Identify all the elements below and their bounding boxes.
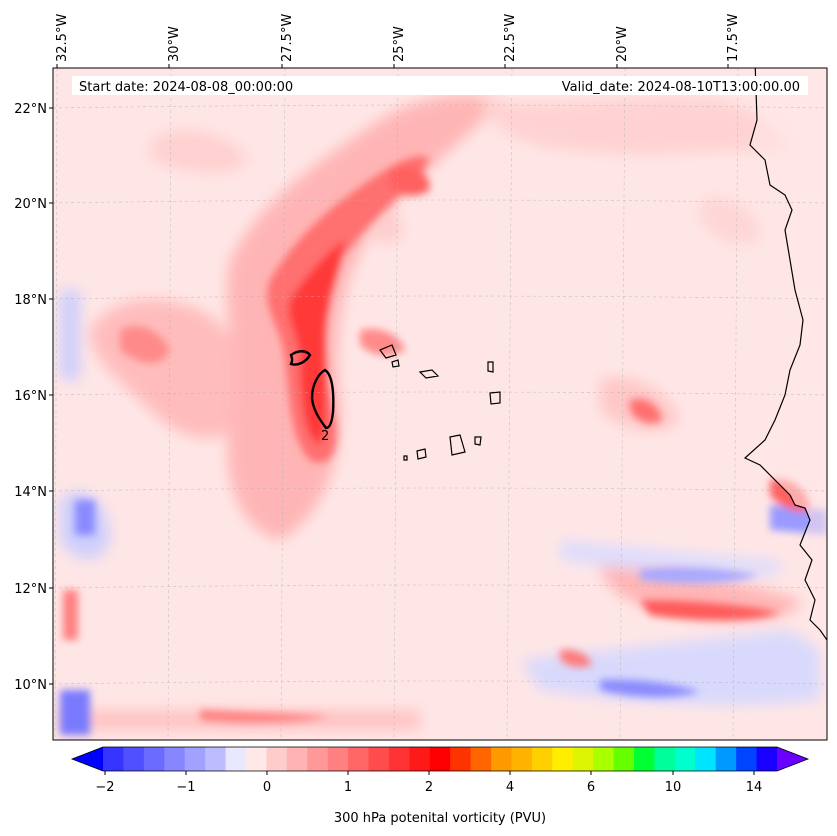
colorbar	[70, 746, 810, 772]
x-tick-label: 17.5°W	[726, 14, 741, 62]
contour-label: 2	[321, 429, 329, 444]
colorbar-segment	[184, 747, 206, 771]
colorbar-segment	[613, 747, 635, 771]
colorbar-segment	[695, 747, 717, 771]
colorbar-segment	[368, 747, 390, 771]
colorbar-segment	[164, 747, 186, 771]
colorbar-segment	[654, 747, 676, 771]
x-tick-label: 27.5°W	[280, 14, 295, 62]
y-tick-labels: 22°N 20°N 18°N 16°N 14°N 12°N 10°N	[14, 102, 53, 693]
colorbar-segment	[491, 747, 513, 771]
colorbar-segment	[205, 747, 227, 771]
colorbar-segment	[286, 747, 308, 771]
start-date-label: Start date: 2024-08-08_00:00:00	[79, 80, 293, 95]
colorbar-segment	[511, 747, 533, 771]
colorbar-segment	[715, 747, 737, 771]
colorbar-segment	[327, 747, 349, 771]
colorbar-segment	[674, 747, 696, 771]
colorbar-segment	[245, 747, 267, 771]
colorbar-segment	[572, 747, 594, 771]
pv-field	[53, 68, 827, 740]
y-tick-label: 22°N	[14, 102, 47, 117]
x-tick-labels: 32.5°W 30°W 27.5°W 25°W 22.5°W 20°W 17.5°W	[55, 14, 741, 68]
x-tick-label: 30°W	[167, 26, 182, 62]
colorbar-segment	[736, 747, 758, 771]
x-tick-label: 22.5°W	[503, 14, 518, 62]
colorbar-tick-label: 6	[587, 780, 595, 795]
colorbar-tick-label: 2	[425, 780, 433, 795]
colorbar-outline	[70, 746, 810, 772]
y-tick-label: 20°N	[14, 197, 47, 212]
coastlines	[379, 68, 827, 641]
africa-coastline	[743, 68, 827, 641]
colorbar-tick-label: 10	[665, 780, 682, 795]
x-tick-label: 20°W	[615, 26, 630, 62]
y-tick-label: 16°N	[14, 389, 47, 404]
colorbar-segment	[756, 747, 778, 771]
y-tick-label: 10°N	[14, 678, 47, 693]
colorbar-tick-labels: −2 −1 0 1 2 4 6 10 14	[95, 771, 762, 795]
colorbar-segment	[388, 747, 410, 771]
colorbar-segment	[348, 747, 370, 771]
colorbar-tick-label: 1	[344, 780, 352, 795]
map-frame	[52, 67, 828, 741]
y-tick-label: 14°N	[14, 485, 47, 500]
colorbar-segment	[225, 747, 247, 771]
colorbar-segment	[103, 747, 125, 771]
colorbar-segment	[593, 747, 615, 771]
x-tick-label: 25°W	[392, 26, 407, 62]
colorbar-min-extend	[72, 747, 103, 771]
x-tick-label: 32.5°W	[55, 14, 70, 62]
contour-2pvu-south	[310, 368, 335, 430]
colorbar-segment	[634, 747, 656, 771]
cape-verde-islands	[379, 344, 501, 461]
colorbar-segment	[123, 747, 145, 771]
colorbar-segment	[531, 747, 553, 771]
colorbar-tick-label: 4	[506, 780, 514, 795]
colorbar-segment	[307, 747, 329, 771]
colorbar-segment	[552, 747, 574, 771]
y-tick-label: 18°N	[14, 293, 47, 308]
colorbar-max-extend	[777, 747, 808, 771]
colorbar-segment	[470, 747, 492, 771]
colorbar-tick-label: 14	[746, 780, 763, 795]
colorbar-segment	[409, 747, 431, 771]
colorbar-segment	[429, 747, 451, 771]
y-tick-label: 12°N	[14, 582, 47, 597]
colorbar-segment	[450, 747, 472, 771]
colorbar-tick-label: 0	[263, 780, 271, 795]
colorbar-tick-label: −1	[176, 780, 195, 795]
gridlines	[53, 68, 827, 740]
pv-2-contours	[289, 350, 335, 430]
colorbar-segment	[143, 747, 165, 771]
date-header-background	[72, 76, 808, 95]
colorbar-segment	[266, 747, 288, 771]
colorbar-label: 300 hPa potenital vorticity (PVU)	[334, 811, 546, 826]
colorbar-tick-label: −2	[95, 780, 114, 795]
valid-date-label: Valid_date: 2024-08-10T13:00:00.00	[562, 80, 800, 95]
contour-2pvu-north	[289, 350, 312, 366]
